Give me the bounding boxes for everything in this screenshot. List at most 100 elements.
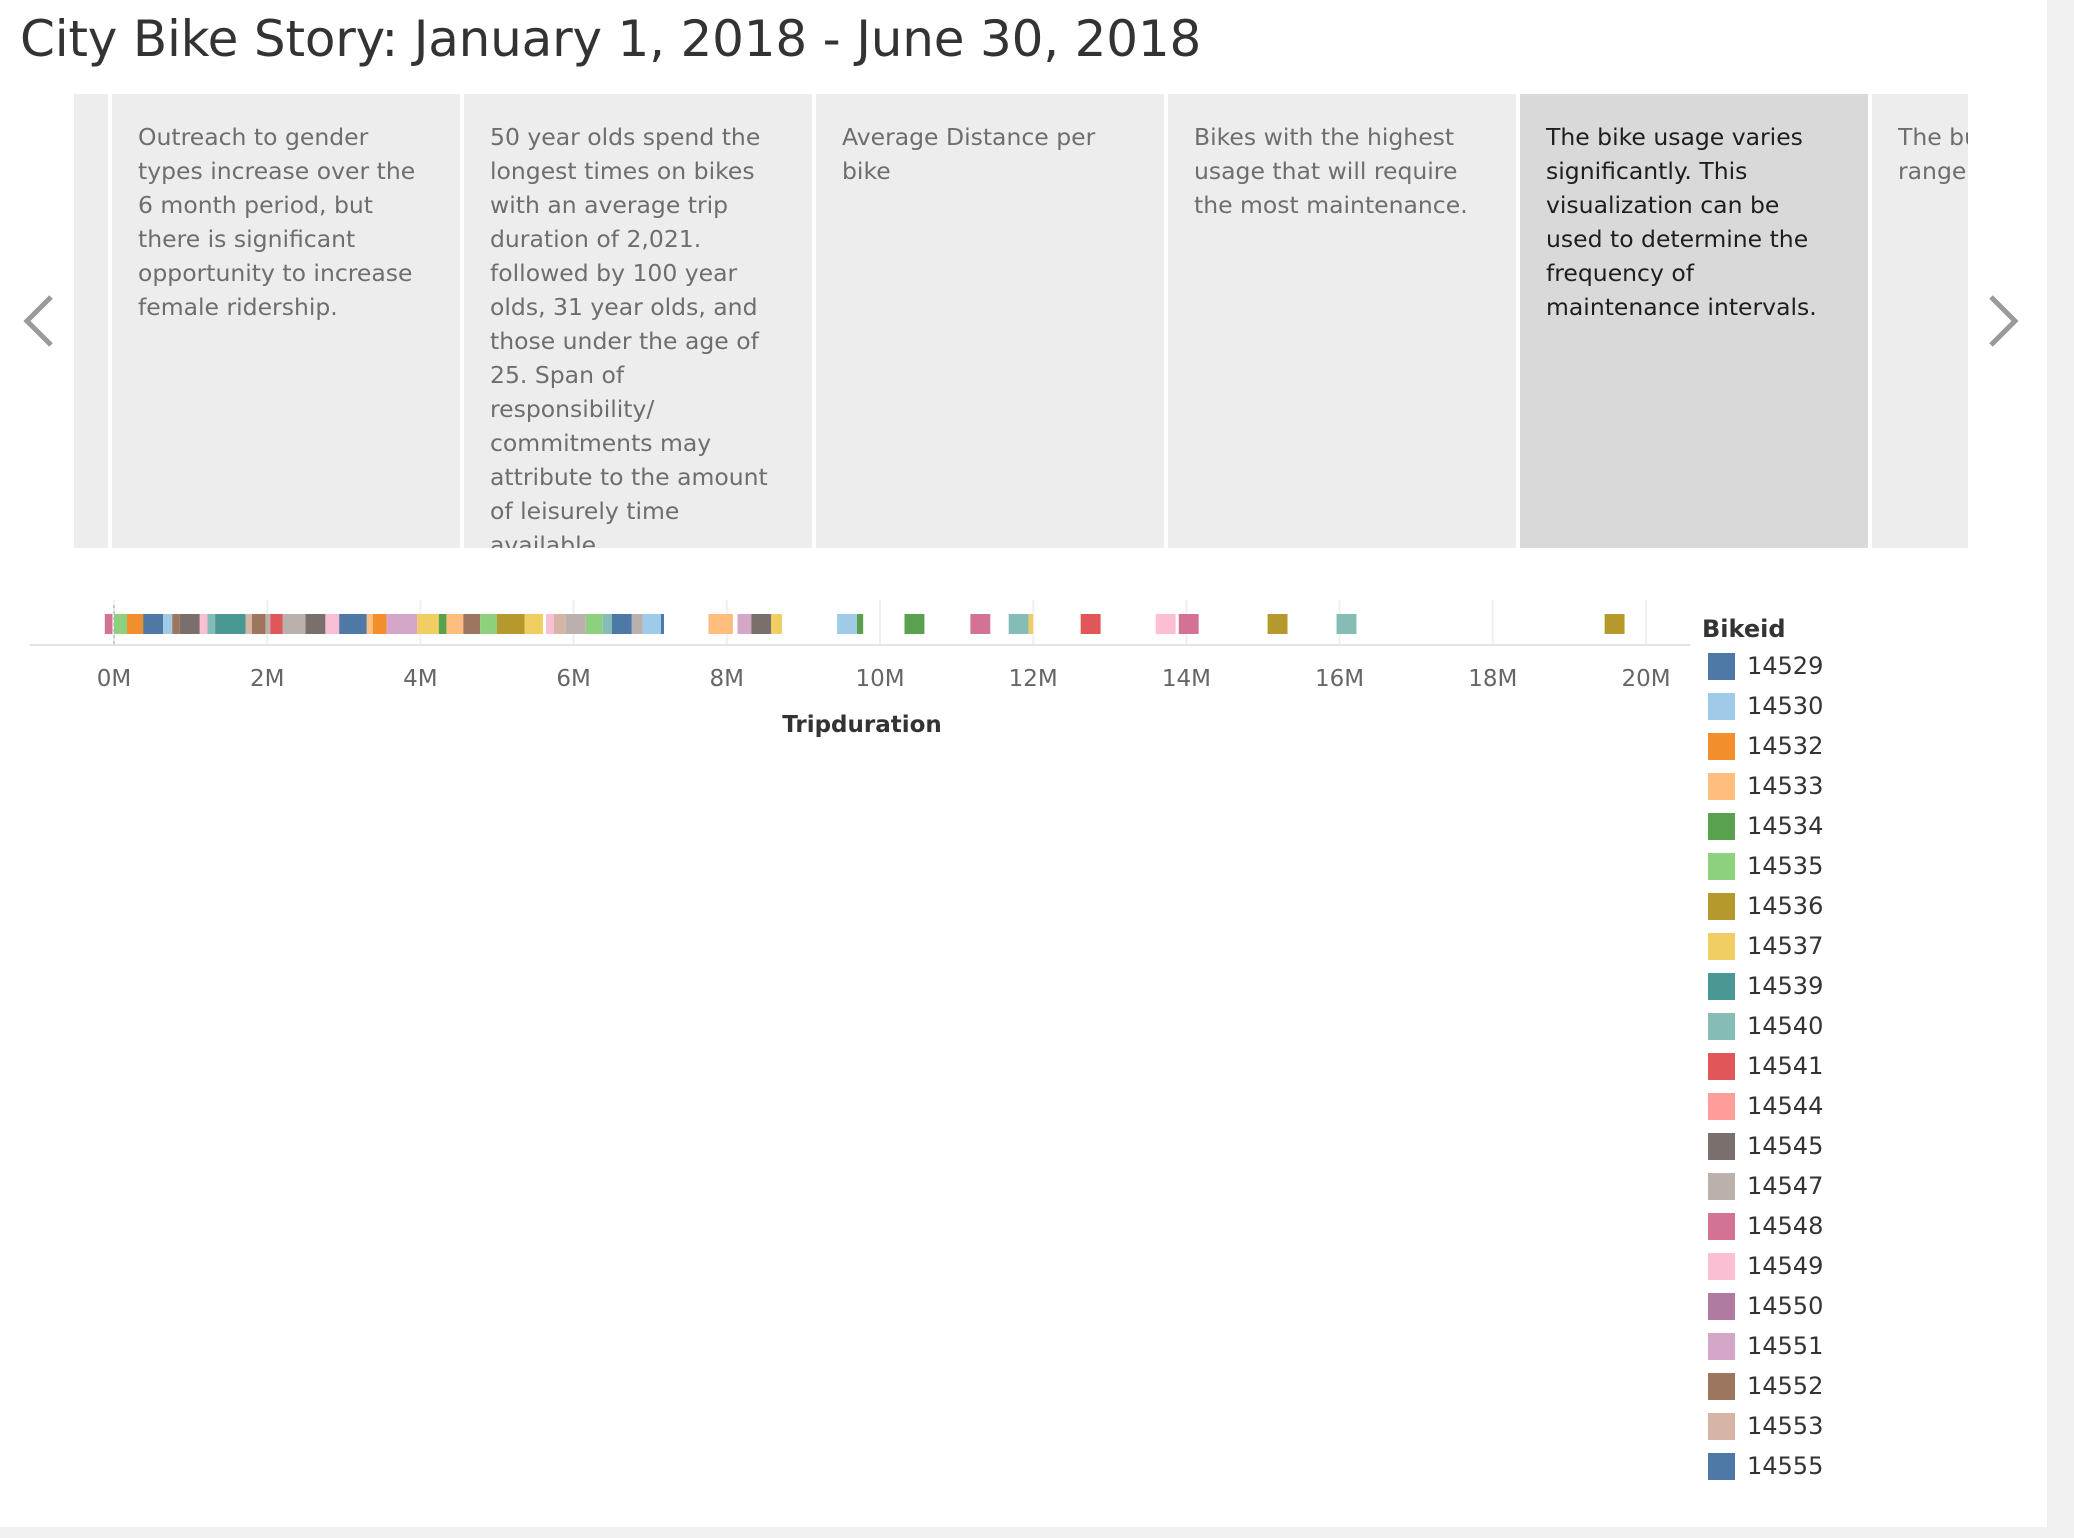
- bar-segment-14545[interactable]: [179, 614, 200, 634]
- legend-item[interactable]: 14550: [1702, 1286, 1942, 1326]
- bar-segment-14551[interactable]: [386, 614, 418, 634]
- bar-segment-14530[interactable]: [837, 614, 858, 634]
- bar-segment-14549[interactable]: [1155, 614, 1176, 634]
- bar-segment-14552[interactable]: [172, 614, 180, 634]
- bar-segment-14536[interactable]: [1267, 614, 1288, 634]
- legend-item[interactable]: 14545: [1702, 1126, 1942, 1166]
- legend-label: 14548: [1747, 1212, 1824, 1240]
- story-point-1[interactable]: Outreach to gender types increase over t…: [112, 94, 460, 548]
- bar-segment-14540[interactable]: [207, 614, 216, 634]
- legend-label: 14552: [1747, 1372, 1824, 1400]
- bar-segment-14540[interactable]: [1336, 614, 1357, 634]
- bar-segment-14552[interactable]: [251, 614, 266, 634]
- bar-segment-14553[interactable]: [245, 614, 252, 634]
- story-point-3[interactable]: Average Distance per bike: [816, 94, 1164, 548]
- bar-segment-14537[interactable]: [1028, 614, 1034, 634]
- legend-label: 14540: [1747, 1012, 1824, 1040]
- story-point-5[interactable]: The bike usage varies significantly. Thi…: [1520, 94, 1868, 548]
- legend-swatch: [1708, 852, 1735, 880]
- legend-item[interactable]: 14535: [1702, 846, 1942, 886]
- bar-segment-14530[interactable]: [163, 614, 173, 634]
- x-tick-label: 8M: [710, 666, 744, 692]
- bar-segment-14545[interactable]: [751, 614, 772, 634]
- bar-segment-14529[interactable]: [660, 614, 664, 634]
- bar-segment-14547[interactable]: [631, 614, 643, 634]
- bar-segment-14548[interactable]: [1178, 614, 1199, 634]
- bar-segment-14532[interactable]: [127, 614, 144, 634]
- legend-item[interactable]: 14555: [1702, 1446, 1942, 1486]
- legend-item[interactable]: 14553: [1702, 1406, 1942, 1446]
- bar-segment-14533[interactable]: [708, 614, 733, 634]
- legend-item[interactable]: 14544: [1702, 1086, 1942, 1126]
- legend-item[interactable]: 14541: [1702, 1046, 1942, 1086]
- bar-segment-14549[interactable]: [325, 614, 340, 634]
- legend-item[interactable]: 14537: [1702, 926, 1942, 966]
- bar-segment-14529[interactable]: [143, 614, 164, 634]
- legend-item[interactable]: 14539: [1702, 966, 1942, 1006]
- bar-segment-14537[interactable]: [417, 614, 439, 634]
- bar-segment-14547[interactable]: [265, 614, 271, 634]
- bar-segment-14533[interactable]: [366, 614, 373, 634]
- legend-swatch: [1708, 1292, 1735, 1320]
- legend-label: 14532: [1747, 732, 1824, 760]
- story-point-4[interactable]: Bikes with the highest usage that will r…: [1168, 94, 1516, 548]
- story-point-6[interactable]: The bu to pick in an a range years: [1872, 94, 1968, 548]
- story-point-2[interactable]: 50 year olds spend the longest times on …: [464, 94, 812, 548]
- bar-segment-14537[interactable]: [524, 614, 543, 634]
- legend-swatch: [1708, 732, 1735, 760]
- legend-item[interactable]: 14532: [1702, 726, 1942, 766]
- legend-item[interactable]: 14549: [1702, 1246, 1942, 1286]
- legend-item[interactable]: 14529: [1702, 646, 1942, 686]
- bar-segment-14536[interactable]: [497, 614, 525, 634]
- legend-item[interactable]: 14547: [1702, 1166, 1942, 1206]
- bar-segment-14549[interactable]: [199, 614, 208, 634]
- bar-segment-14551[interactable]: [737, 614, 752, 634]
- bar-segment-14534[interactable]: [904, 614, 925, 634]
- x-tick-label: 12M: [1009, 666, 1058, 692]
- previous-story-button[interactable]: [14, 286, 64, 356]
- bar-segment-14540[interactable]: [602, 614, 612, 634]
- legend-item[interactable]: 14551: [1702, 1326, 1942, 1366]
- chevron-left-icon: [23, 295, 53, 347]
- bar-segment-14537[interactable]: [771, 614, 782, 634]
- legend-item[interactable]: 14530: [1702, 686, 1942, 726]
- legend-label: 14545: [1747, 1132, 1824, 1160]
- bar-segment-14530[interactable]: [642, 614, 661, 634]
- legend-swatch: [1708, 1332, 1735, 1360]
- bar-segment-14535[interactable]: [114, 614, 128, 634]
- bar-segment-14534[interactable]: [857, 614, 864, 634]
- legend-item[interactable]: 14552: [1702, 1366, 1942, 1406]
- legend-item[interactable]: 14534: [1702, 806, 1942, 846]
- bar-segment-14541[interactable]: [1080, 614, 1101, 634]
- legend-item[interactable]: 14536: [1702, 886, 1942, 926]
- bar-segment-14547[interactable]: [282, 614, 306, 634]
- bar-segment-14539[interactable]: [215, 614, 246, 634]
- bar-segment-14541[interactable]: [270, 614, 283, 634]
- story-point-0[interactable]: [74, 94, 108, 548]
- bar-segment-14548[interactable]: [970, 614, 991, 634]
- next-story-button[interactable]: [1978, 286, 2028, 356]
- bar-segment-14540[interactable]: [1008, 614, 1029, 634]
- legend-item[interactable]: 14533: [1702, 766, 1942, 806]
- legend-item[interactable]: 14548: [1702, 1206, 1942, 1246]
- bar-segment-14549[interactable]: [546, 614, 554, 634]
- bar-segment-14535[interactable]: [585, 614, 603, 634]
- bar-segment-14535[interactable]: [480, 614, 497, 634]
- legend-swatch: [1708, 812, 1735, 840]
- bar-segment-14532[interactable]: [372, 614, 387, 634]
- bottom-gutter: [0, 1527, 2074, 1538]
- bar-segment-14529[interactable]: [611, 614, 632, 634]
- bar-segment-14553[interactable]: [553, 614, 566, 634]
- bar-segment-14534[interactable]: [438, 614, 447, 634]
- bar-segment-14545[interactable]: [305, 614, 326, 634]
- legend-label: 14547: [1747, 1172, 1824, 1200]
- bar-segment-14536[interactable]: [1604, 614, 1625, 634]
- bar-segment-14547[interactable]: [565, 614, 586, 634]
- story-point-caption: Bikes with the highest usage that will r…: [1194, 123, 1468, 219]
- bar-segment-14555[interactable]: [339, 614, 367, 634]
- legend-item[interactable]: 14540: [1702, 1006, 1942, 1046]
- bar-segment-14548[interactable]: [104, 614, 113, 634]
- bar-segment-14533[interactable]: [446, 614, 464, 634]
- bar-segment-14552[interactable]: [463, 614, 481, 634]
- legend-swatch: [1708, 1412, 1735, 1440]
